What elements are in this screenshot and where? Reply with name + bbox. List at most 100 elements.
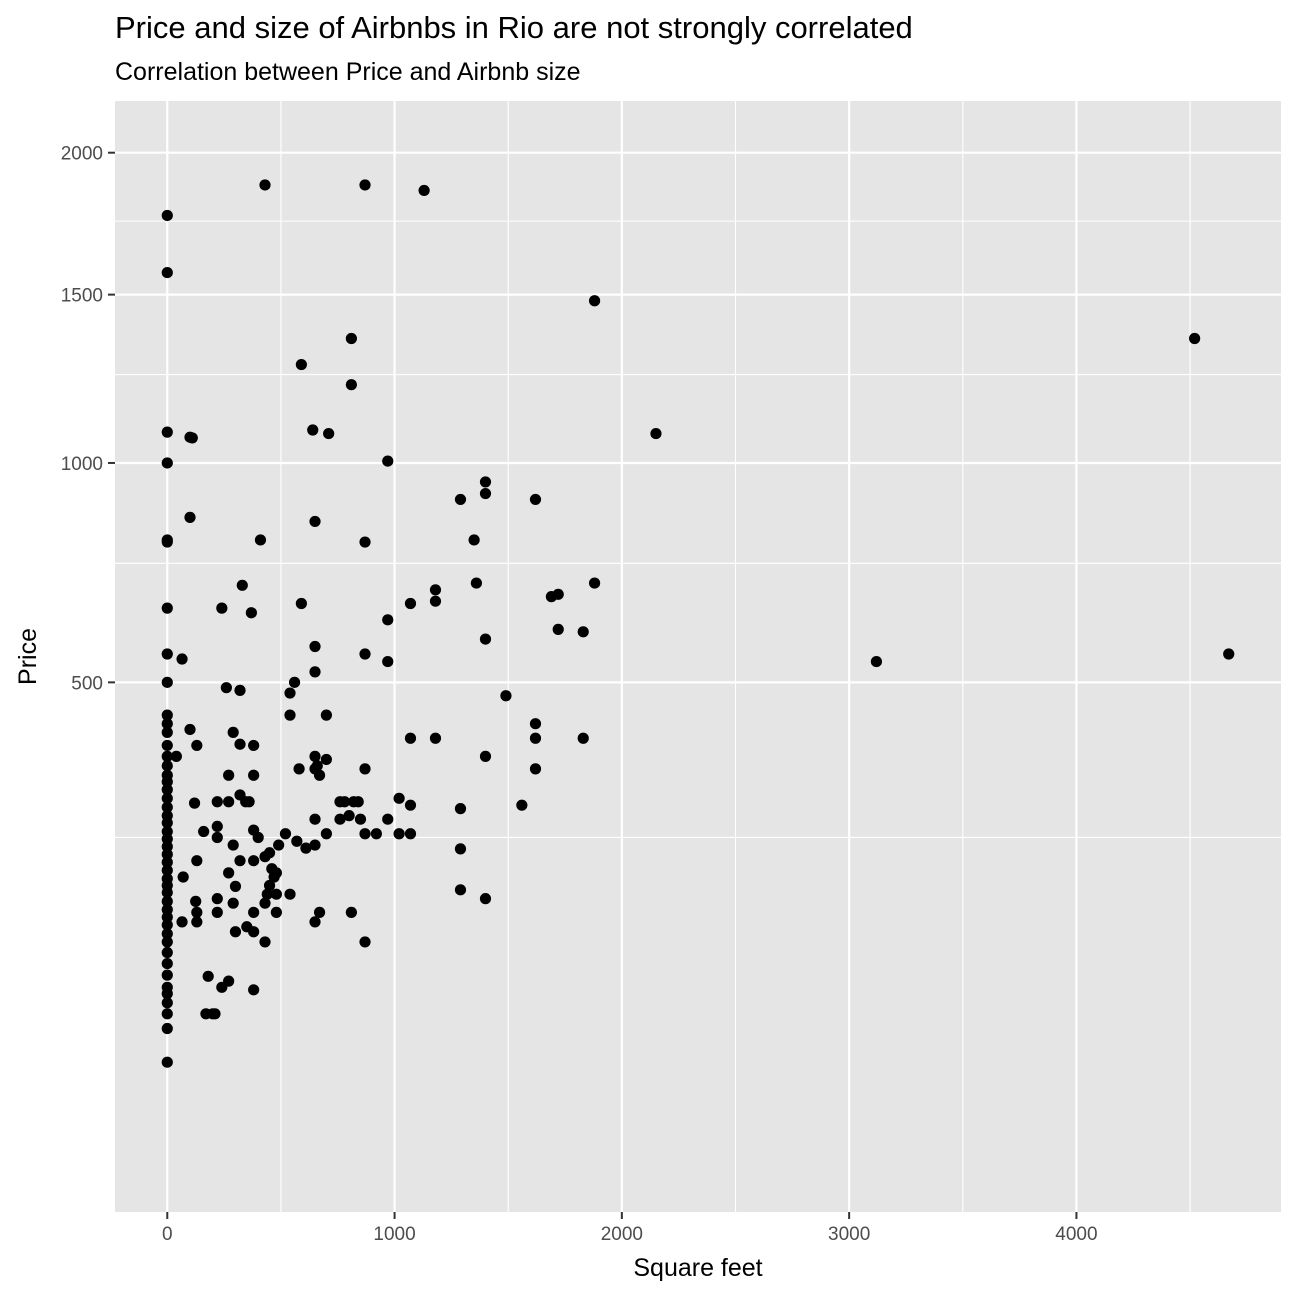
data-point	[161, 848, 173, 860]
data-point	[234, 684, 246, 696]
data-point	[577, 626, 589, 638]
data-point	[300, 842, 312, 854]
data-point	[176, 653, 188, 665]
data-point	[161, 928, 173, 940]
data-point	[284, 687, 296, 699]
data-point	[529, 718, 542, 730]
data-point	[345, 332, 357, 345]
data-point	[190, 895, 202, 907]
data-point	[259, 936, 271, 948]
data-point	[216, 602, 228, 614]
data-point	[382, 655, 394, 668]
data-point	[223, 796, 235, 808]
data-point	[284, 888, 296, 900]
data-point	[161, 997, 173, 1009]
data-point	[161, 457, 173, 469]
data-point	[352, 796, 364, 808]
data-points	[161, 179, 1235, 1068]
data-point	[259, 179, 271, 191]
data-point	[161, 760, 173, 772]
data-point	[382, 614, 394, 626]
x-tick-label: 0	[162, 1224, 173, 1245]
y-tick-label: 2000	[61, 144, 103, 165]
data-point	[186, 432, 198, 444]
data-point	[161, 919, 173, 931]
data-point	[295, 597, 307, 610]
data-point	[320, 709, 332, 721]
x-tick-label: 3000	[828, 1224, 870, 1245]
data-point	[161, 648, 173, 660]
data-point	[313, 906, 326, 918]
data-point	[161, 709, 173, 721]
data-point	[245, 607, 257, 619]
data-point	[161, 840, 173, 853]
data-point	[234, 738, 246, 750]
data-point	[404, 828, 417, 840]
data-point	[198, 825, 210, 838]
data-point	[211, 831, 223, 844]
data-point	[243, 796, 255, 808]
x-tick-label: 2000	[601, 1224, 643, 1245]
data-point	[454, 884, 467, 896]
axis-ticks	[108, 151, 1078, 1219]
data-point	[552, 588, 564, 600]
y-tick-label: 1000	[61, 454, 103, 475]
data-point	[161, 936, 173, 948]
data-point	[650, 427, 662, 440]
data-point	[161, 1008, 173, 1020]
data-point	[161, 426, 173, 438]
data-point	[254, 534, 267, 546]
data-point	[211, 906, 223, 918]
data-point	[161, 209, 173, 222]
data-point	[161, 801, 173, 813]
y-tick-label: 500	[71, 673, 103, 694]
data-point	[191, 916, 203, 928]
data-point	[161, 726, 173, 738]
data-point	[270, 906, 282, 918]
data-point	[354, 813, 367, 825]
data-point	[320, 828, 332, 840]
data-point	[184, 723, 196, 736]
y-axis-title: Price	[14, 628, 42, 685]
data-point	[479, 633, 492, 645]
data-point	[161, 750, 173, 762]
data-point	[479, 476, 492, 488]
data-point	[236, 579, 248, 591]
data-point	[404, 799, 417, 811]
data-point	[479, 487, 492, 500]
data-point	[161, 988, 173, 1000]
data-point	[393, 792, 405, 804]
chart-subtitle: Correlation between Price and Airbnb siz…	[115, 58, 581, 86]
data-point	[468, 534, 480, 546]
data-point	[309, 640, 321, 653]
x-tick-label: 1000	[373, 1224, 415, 1245]
data-point	[345, 379, 357, 391]
data-point	[263, 847, 276, 859]
data-point	[323, 427, 335, 440]
data-point	[309, 813, 321, 825]
data-point	[334, 813, 346, 825]
data-point	[161, 676, 173, 688]
data-point	[429, 584, 442, 596]
x-axis-tick-labels: 0 1000 2000 3000 4000	[162, 1224, 1098, 1245]
data-point	[404, 732, 417, 744]
data-point	[309, 916, 321, 928]
data-point	[161, 817, 173, 829]
data-point	[470, 577, 482, 589]
data-point	[338, 796, 351, 808]
major-gridlines	[115, 101, 1281, 1212]
data-point	[393, 828, 405, 840]
data-point	[370, 828, 382, 840]
data-point	[454, 493, 467, 506]
data-point	[223, 769, 235, 781]
data-point	[1189, 332, 1201, 345]
data-point	[161, 895, 173, 907]
minor-gridlines	[115, 101, 1281, 1212]
data-point	[291, 835, 303, 847]
data-point	[454, 843, 467, 855]
data-point	[588, 577, 601, 589]
data-point	[279, 828, 292, 840]
data-point	[161, 266, 173, 279]
data-point	[161, 957, 173, 970]
data-point	[359, 536, 371, 548]
